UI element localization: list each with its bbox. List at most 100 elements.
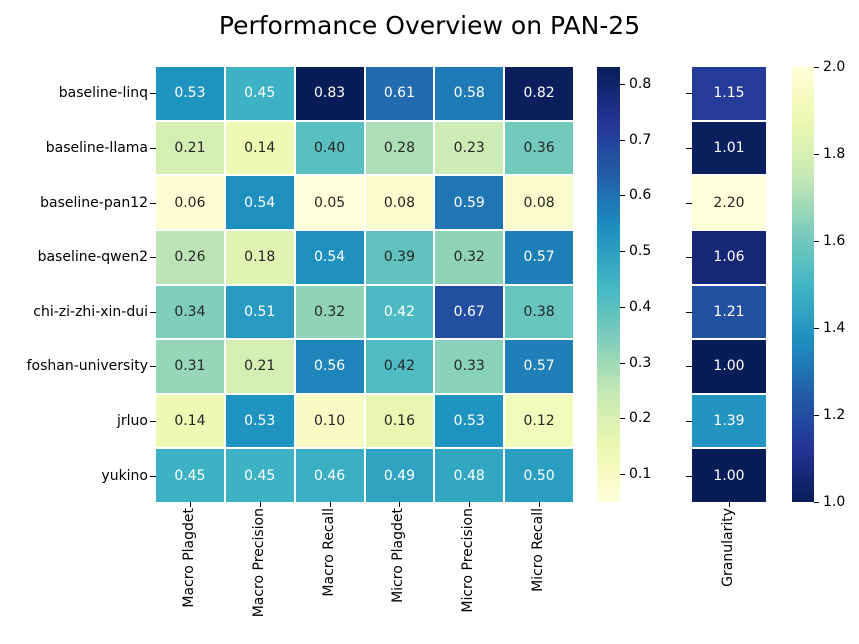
- y-tick-mark: [686, 93, 692, 94]
- colorbar-tick-label: 1.0: [823, 494, 846, 510]
- row-label: baseline-qwen2: [37, 249, 148, 266]
- main-heatmap-cell: 0.18: [225, 230, 294, 284]
- x-tick-mark: [190, 502, 191, 507]
- row-label: baseline-llama: [45, 139, 148, 156]
- colorbar-tick-mark: [620, 195, 625, 196]
- main-heatmap-cell: 0.45: [225, 67, 294, 120]
- main-heatmap-cell: 0.31: [156, 340, 224, 393]
- y-tick-mark: [150, 366, 156, 367]
- granularity-heatmap-cell: 1.00: [692, 449, 766, 502]
- granularity-heatmap-cell: 2.20: [692, 176, 766, 229]
- colorbar-tick-mark: [620, 474, 625, 475]
- granularity-heatmap-cell: 1.15: [692, 67, 766, 120]
- main-heatmap-cell: 0.67: [435, 285, 504, 339]
- y-tick-mark: [150, 421, 156, 422]
- y-tick-mark: [686, 312, 692, 313]
- main-heatmap-cell: 0.32: [295, 285, 364, 339]
- x-tick-mark: [399, 502, 400, 507]
- x-tick-mark: [469, 502, 470, 507]
- row-label: baseline-linq: [58, 85, 148, 102]
- granularity-colorbar: [792, 67, 814, 502]
- main-heatmap-cell: 0.10: [295, 394, 364, 448]
- y-tick-mark: [150, 148, 156, 149]
- main-heatmap-cell: 0.12: [505, 394, 573, 448]
- row-label: foshan-university: [26, 358, 148, 375]
- main-heatmap-cell: 0.61: [365, 67, 434, 120]
- colorbar-tick-mark: [620, 84, 625, 85]
- colorbar-tick-label: 0.6: [629, 187, 652, 204]
- main-heatmap-cell: 0.34: [156, 285, 224, 339]
- column-label: Micro Plagdet: [390, 508, 406, 603]
- main-colorbar: [597, 67, 620, 502]
- colorbar-tick-label: 1.4: [823, 320, 846, 336]
- y-tick-mark: [686, 421, 692, 422]
- colorbar-tick-label: 0.5: [629, 243, 652, 260]
- main-heatmap-cell: 0.38: [505, 285, 573, 339]
- main-heatmap-cell: 0.16: [365, 394, 434, 448]
- x-tick-mark: [539, 502, 540, 507]
- main-heatmap-cell: 0.45: [225, 449, 294, 502]
- main-heatmap-cell: 0.14: [156, 394, 224, 448]
- main-heatmap-cell: 0.57: [505, 230, 573, 284]
- colorbar-tick-mark: [620, 307, 625, 308]
- x-tick-mark: [330, 502, 331, 507]
- granularity-heatmap-cell: 1.01: [692, 121, 766, 175]
- main-heatmap-cell: 0.58: [435, 67, 504, 120]
- main-heatmap-cell: 0.59: [435, 176, 504, 229]
- y-tick-mark: [686, 203, 692, 204]
- main-heatmap-cell: 0.23: [435, 121, 504, 175]
- column-label: Macro Plagdet: [181, 508, 197, 608]
- y-tick-mark: [150, 203, 156, 204]
- main-heatmap-cell: 0.32: [435, 230, 504, 284]
- main-heatmap-cell: 0.53: [225, 394, 294, 448]
- main-heatmap-cell: 0.08: [505, 176, 573, 229]
- granularity-heatmap-cell: 1.00: [692, 340, 766, 393]
- main-heatmap-cell: 0.56: [295, 340, 364, 393]
- main-heatmap-cell: 0.42: [365, 285, 434, 339]
- colorbar-tick-label: 0.4: [629, 298, 652, 315]
- main-heatmap-cell: 0.50: [505, 449, 573, 502]
- main-heatmap-cell: 0.28: [365, 121, 434, 175]
- x-tick-mark: [260, 502, 261, 507]
- y-tick-mark: [150, 312, 156, 313]
- y-tick-mark: [686, 476, 692, 477]
- main-heatmap-cell: 0.05: [295, 176, 364, 229]
- row-label: jrluo: [117, 413, 148, 430]
- y-tick-mark: [686, 257, 692, 258]
- colorbar-tick-mark: [814, 241, 819, 242]
- row-label: baseline-pan12: [40, 194, 148, 211]
- colorbar-tick-label: 1.6: [823, 233, 846, 249]
- column-label: Macro Precision: [251, 508, 267, 618]
- main-heatmap: 0.53 0.45 0.83 0.61 0.58 0.82 0.21 0.14 0.40 0.28…: [156, 67, 573, 502]
- colorbar-tick-label: 0.1: [629, 466, 652, 483]
- main-heatmap-cell: 0.08: [365, 176, 434, 229]
- colorbar-tick-label: 1.2: [823, 407, 846, 423]
- main-heatmap-cell: 0.57: [505, 340, 573, 393]
- colorbar-tick-label: 0.3: [629, 354, 652, 371]
- main-heatmap-cell: 0.54: [295, 230, 364, 284]
- colorbar-tick-label: 0.8: [629, 75, 652, 92]
- main-heatmap-cell: 0.26: [156, 230, 224, 284]
- colorbar-tick-mark: [814, 154, 819, 155]
- main-heatmap-cell: 0.33: [435, 340, 504, 393]
- granularity-heatmap-cell: 1.39: [692, 394, 766, 448]
- row-label: chi-zi-zhi-xin-dui: [33, 303, 148, 320]
- main-heatmap-cell: 0.36: [505, 121, 573, 175]
- main-heatmap-cell: 0.51: [225, 285, 294, 339]
- main-heatmap-cell: 0.42: [365, 340, 434, 393]
- granularity-heatmap-cell: 1.06: [692, 230, 766, 284]
- y-tick-mark: [686, 148, 692, 149]
- colorbar-tick-mark: [814, 502, 819, 503]
- main-heatmap-cell: 0.53: [156, 67, 224, 120]
- main-heatmap-cell: 0.49: [365, 449, 434, 502]
- main-heatmap-cell: 0.54: [225, 176, 294, 229]
- main-heatmap-cell: 0.48: [435, 449, 504, 502]
- column-label: Macro Recall: [321, 508, 337, 597]
- y-tick-mark: [686, 366, 692, 367]
- x-tick-mark: [729, 502, 730, 507]
- granularity-heatmap: 1.15 1.01 2.20 1.06 1.21 1.00 1.39 1.00: [692, 67, 766, 502]
- colorbar-tick-mark: [620, 140, 625, 141]
- main-heatmap-cell: 0.46: [295, 449, 364, 502]
- column-label: Micro Recall: [530, 508, 546, 592]
